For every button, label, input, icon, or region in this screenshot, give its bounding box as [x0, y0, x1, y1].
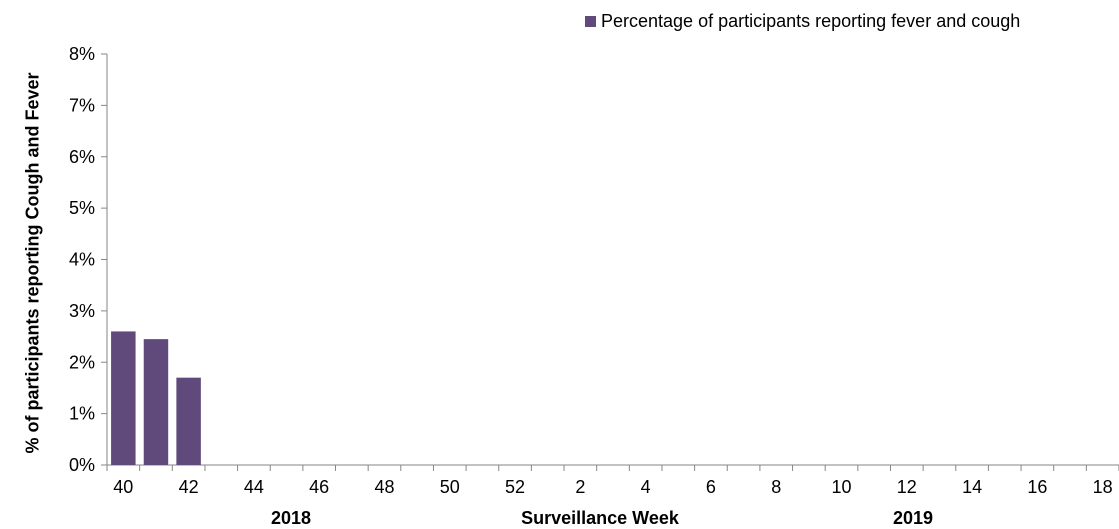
x-tick-label: 48: [374, 477, 394, 497]
x-tick-label: 46: [309, 477, 329, 497]
x-tick-label: 52: [505, 477, 525, 497]
x-tick-label: 42: [179, 477, 199, 497]
y-tick-label: 0%: [69, 455, 95, 475]
y-tick-label: 3%: [69, 301, 95, 321]
x-tick-label: 44: [244, 477, 264, 497]
y-tick-label: 6%: [69, 147, 95, 167]
y-tick-label: 4%: [69, 250, 95, 270]
x-tick-label: 14: [962, 477, 982, 497]
x-tick-label: 50: [440, 477, 460, 497]
x-tick-label: 8: [771, 477, 781, 497]
bar: [143, 339, 169, 465]
x-tick-label: 10: [832, 477, 852, 497]
x-tick-label: 6: [706, 477, 716, 497]
y-tick-label: 5%: [69, 198, 95, 218]
year-label-2019: 2019: [892, 508, 934, 528]
legend: Percentage of participants reporting fev…: [585, 11, 1020, 32]
y-tick-label: 2%: [69, 352, 95, 372]
x-tick-label: 18: [1093, 477, 1113, 497]
year-label-2018: 2018: [270, 508, 312, 528]
x-tick-label: 4: [641, 477, 651, 497]
bar: [176, 377, 201, 465]
y-axis-title: % of participants reporting Cough and Fe…: [22, 72, 43, 454]
y-tick-label: 1%: [69, 404, 95, 424]
y-tick-label: 8%: [69, 44, 95, 64]
legend-swatch: [585, 16, 596, 27]
x-tick-label: 16: [1027, 477, 1047, 497]
x-tick-label: 2: [575, 477, 585, 497]
legend-label: Percentage of participants reporting fev…: [601, 11, 1021, 31]
x-tick-label: 12: [897, 477, 917, 497]
y-tick-label: 7%: [69, 95, 95, 115]
x-axis-title: Surveillance Week: [521, 508, 679, 528]
bar: [111, 331, 136, 465]
x-tick-label: 40: [113, 477, 133, 497]
